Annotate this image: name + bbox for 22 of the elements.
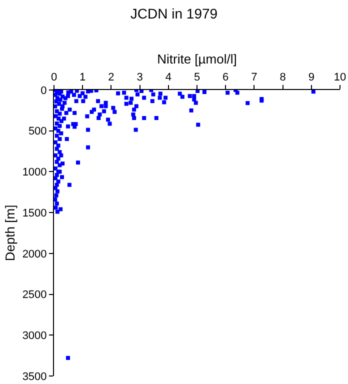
chart-title: JCDN in 1979	[130, 5, 218, 22]
y-tick-label: 500	[28, 126, 47, 138]
y-tick-label: 0	[40, 84, 47, 97]
x-tick-label: 4	[165, 72, 172, 84]
y-tick-label: 2000	[22, 248, 47, 260]
x-tick-label: 9	[308, 72, 314, 84]
x-tick-label: 5	[194, 72, 200, 84]
y-tick-label: 3500	[22, 370, 47, 383]
x-tick-label: 1	[80, 72, 86, 84]
x-tick-label: 6	[222, 72, 229, 84]
x-tick-label: 2	[108, 72, 114, 84]
y-axis-title: Depth [m]	[2, 204, 18, 262]
x-tick-label: 3	[136, 72, 143, 84]
x-tick-label: 0	[50, 72, 58, 84]
x-tick-label: 10	[334, 72, 346, 84]
x-axis-title: Nitrite [µmol/l]	[157, 52, 237, 67]
y-tick-label: 1000	[22, 166, 47, 179]
y-tick-label: 1500	[22, 207, 47, 220]
y-tick-label: 2500	[22, 289, 47, 302]
x-tick-label: 8	[280, 72, 286, 84]
x-tick-label: 7	[251, 72, 258, 84]
y-tick-label: 3000	[22, 330, 47, 342]
